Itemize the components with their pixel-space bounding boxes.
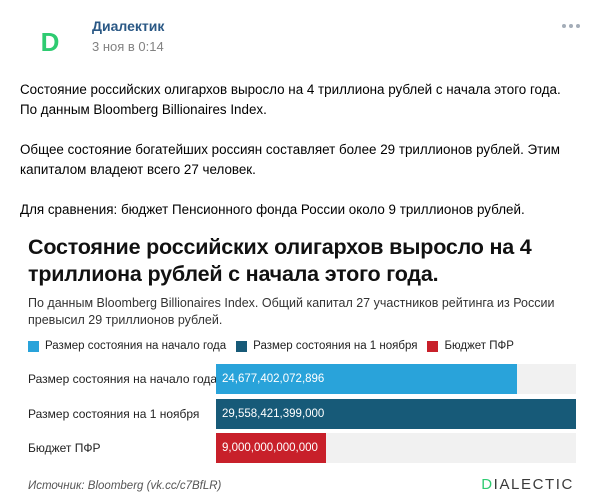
legend-label: Размер состояния на 1 ноября: [253, 340, 418, 352]
bar-nov: 29,558,421,399,000: [216, 399, 576, 429]
bar-value-label: 24,677,402,072,896: [222, 373, 325, 385]
post-paragraph: Состояние российских олигархов выросло н…: [20, 82, 561, 117]
legend-item-start: Размер состояния на начало года: [28, 340, 226, 352]
bar-pfr: 9,000,000,000,000: [216, 433, 326, 463]
bar-track: 9,000,000,000,000: [216, 433, 576, 463]
chart-row-pfr: Бюджет ПФР 9,000,000,000,000: [20, 433, 576, 463]
bar-track: 29,558,421,399,000: [216, 399, 576, 429]
legend-item-pfr: Бюджет ПФР: [427, 340, 514, 352]
legend-swatch: [28, 340, 39, 352]
legend-label: Размер состояния на начало года: [45, 340, 227, 352]
post-text: Состояние российских олигархов выросло н…: [20, 80, 580, 220]
row-label: Размер состояния на 1 ноября: [28, 407, 200, 421]
infographic-subtitle: По данным Bloomberg Billionaires Index. …: [28, 296, 555, 327]
post-date-link[interactable]: 3 ноя в 0:14: [92, 39, 164, 54]
avatar[interactable]: D: [26, 18, 74, 66]
bar-start: 24,677,402,072,896: [216, 364, 517, 394]
infographic-title: Состояние российских олигархов выросло н…: [28, 235, 532, 286]
legend-swatch: [427, 340, 439, 352]
brand-logo: DIALECTIC: [481, 476, 574, 493]
bar-value-label: 29,558,421,399,000: [222, 408, 325, 420]
source-caption: Источник: Bloomberg (vk.cc/c7BfLR): [28, 480, 222, 492]
chart-row-nov: Размер состояния на 1 ноября 29,558,421,…: [20, 399, 576, 429]
legend-swatch: [236, 340, 248, 352]
bar-value-label: 9,000,000,000,000: [222, 442, 318, 454]
row-label: Бюджет ПФР: [28, 441, 101, 455]
chart-legend: Размер состояния на начало года Размер с…: [28, 338, 514, 354]
more-options-icon[interactable]: [562, 20, 580, 32]
post-paragraph: Общее состояние богатейших россиян соста…: [20, 142, 560, 177]
legend-item-nov: Размер состояния на 1 ноября: [236, 340, 417, 352]
post-paragraph: Для сравнения: бюджет Пенсионного фонда …: [20, 202, 525, 217]
author-link[interactable]: Диалектик: [92, 18, 165, 34]
legend-label: Бюджет ПФР: [444, 340, 514, 352]
post-header: D Диалектик 3 ноя в 0:14: [26, 16, 586, 66]
bar-track: 24,677,402,072,896: [216, 364, 576, 394]
avatar-letter: D: [40, 26, 60, 57]
chart-row-start: Размер состояния на начало года 24,677,4…: [20, 364, 576, 394]
row-label: Размер состояния на начало года: [28, 372, 218, 386]
brand-accent: D: [481, 476, 494, 493]
infographic-card[interactable]: Состояние российских олигархов выросло н…: [20, 230, 580, 498]
brand-rest: IALECTIC: [493, 476, 574, 493]
